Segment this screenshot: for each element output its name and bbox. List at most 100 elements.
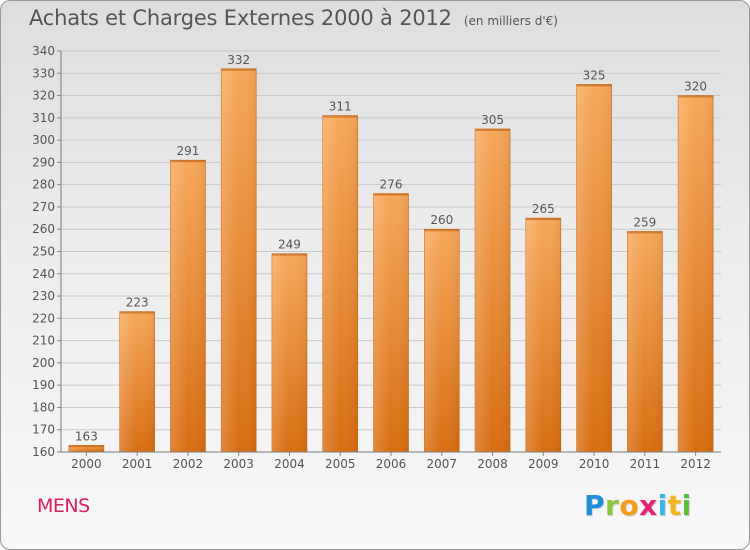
y-axis-ticks: 160 170 180 190 200 210 220 230 240 250 260 270 280 2… <box>32 44 61 459</box>
bar-2005 <box>322 115 359 453</box>
bar-cap <box>221 68 257 71</box>
chart-unit: (en milliers d'€) <box>463 14 558 28</box>
y-tick-label: 320 <box>32 89 55 103</box>
y-tick-label: 210 <box>32 334 55 348</box>
y-tick-label: 170 <box>32 423 55 437</box>
bar-2006 <box>373 193 409 453</box>
y-tick-label: 230 <box>32 289 55 303</box>
bar-cap <box>424 229 460 232</box>
bar-shine <box>271 253 307 452</box>
x-tick-label: 2009 <box>528 457 559 471</box>
bar-cap <box>576 84 612 87</box>
bar-cap <box>119 311 155 314</box>
bar-2001 <box>119 311 155 453</box>
bars <box>68 68 714 453</box>
data-label: 291 <box>176 144 199 158</box>
x-tick-label: 2011 <box>630 457 661 471</box>
data-label: 249 <box>278 238 301 252</box>
bar-cap <box>373 193 409 196</box>
y-tick-label: 330 <box>32 66 55 80</box>
logo-letter: t <box>667 489 682 522</box>
y-tick-label: 250 <box>32 245 55 259</box>
data-labels: 163 223 291 332 249 311 276 260 305 265 325 259 320 <box>75 53 707 443</box>
bar-cap <box>525 218 561 221</box>
bar-cap <box>170 160 206 163</box>
logo-letter: P <box>584 489 606 522</box>
bar-shine <box>119 311 155 452</box>
x-tick-label: 2002 <box>173 457 204 471</box>
bar-2003 <box>220 68 257 453</box>
bar-cap <box>271 253 307 256</box>
data-label: 325 <box>583 68 606 82</box>
chart-title: Achats et Charges Externes 2000 à 2012 (e… <box>29 6 558 30</box>
logo-letter: i <box>657 489 668 522</box>
data-label: 320 <box>684 80 707 94</box>
bar-shine <box>424 229 460 452</box>
y-tick-label: 190 <box>32 378 55 392</box>
commune-name: MENS <box>37 495 90 517</box>
data-label: 265 <box>532 202 555 216</box>
bar-2008 <box>474 128 511 453</box>
x-tick-label: 2001 <box>122 457 153 471</box>
bar-cap <box>68 445 104 448</box>
logo-letter: o <box>619 489 640 522</box>
x-tick-label: 2005 <box>325 457 356 471</box>
y-tick-label: 200 <box>32 356 55 370</box>
chart-title-text: Achats et Charges Externes 2000 à 2012 <box>29 6 452 30</box>
data-label: 259 <box>633 215 656 229</box>
bar-shine <box>373 193 409 453</box>
x-tick-label: 2000 <box>71 457 102 471</box>
x-tick-label: 2008 <box>477 457 508 471</box>
bar-2012 <box>677 95 714 453</box>
x-tick-label: 2012 <box>680 457 711 471</box>
logo-letter: i <box>681 489 692 522</box>
data-label: 305 <box>481 113 504 127</box>
bar-2010 <box>576 84 612 453</box>
y-tick-label: 270 <box>32 200 55 214</box>
bar-shine <box>475 128 511 452</box>
bar-shine <box>322 115 358 452</box>
data-label: 311 <box>329 100 352 114</box>
y-tick-label: 180 <box>32 400 55 414</box>
bar-shine <box>68 445 104 452</box>
bar-shine <box>678 95 714 453</box>
bar-2002 <box>170 159 206 453</box>
bar-shine <box>576 84 612 453</box>
data-label: 332 <box>227 53 250 67</box>
bar-cap <box>678 95 714 98</box>
y-tick-label: 220 <box>32 311 55 325</box>
bar-2004 <box>271 253 308 453</box>
logo-letter: x <box>639 489 658 522</box>
bar-cap <box>627 231 663 234</box>
y-tick-label: 290 <box>32 155 55 169</box>
bar-cap <box>322 115 358 118</box>
bar-2011 <box>627 231 663 453</box>
bar-2009 <box>525 217 562 453</box>
y-tick-label: 160 <box>32 445 55 459</box>
bar-cap <box>475 128 511 131</box>
logo-letter: r <box>605 489 620 522</box>
x-tick-label: 2010 <box>579 457 610 471</box>
x-tick-label: 2003 <box>223 457 254 471</box>
y-tick-label: 240 <box>32 267 55 281</box>
y-tick-label: 280 <box>32 178 55 192</box>
bar-shine <box>221 68 257 453</box>
y-tick-label: 310 <box>32 111 55 125</box>
data-label: 163 <box>75 429 98 443</box>
y-tick-label: 260 <box>32 222 55 236</box>
proxiti-logo: Proxiti <box>584 489 692 522</box>
x-axis-ticks: 2000 2001 2002 2003 2004 2005 2006 2007 2008 2009… <box>71 452 711 471</box>
bar-2007 <box>423 228 460 453</box>
x-tick-label: 2006 <box>376 457 407 471</box>
data-label: 223 <box>126 296 149 310</box>
bar-2000 <box>68 445 105 453</box>
x-tick-label: 2007 <box>426 457 457 471</box>
data-label: 260 <box>430 213 453 227</box>
y-tick-label: 300 <box>32 133 55 147</box>
y-tick-label: 340 <box>32 44 55 58</box>
x-tick-label: 2004 <box>274 457 305 471</box>
data-label: 276 <box>380 178 403 192</box>
bar-shine <box>170 160 206 452</box>
